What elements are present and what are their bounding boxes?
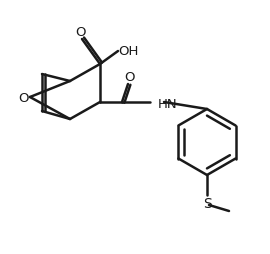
Text: S: S — [204, 196, 212, 210]
Text: OH: OH — [118, 44, 138, 57]
Text: O: O — [75, 25, 85, 38]
Text: O: O — [125, 70, 135, 83]
Text: O: O — [18, 92, 28, 105]
Text: HN: HN — [158, 97, 178, 110]
